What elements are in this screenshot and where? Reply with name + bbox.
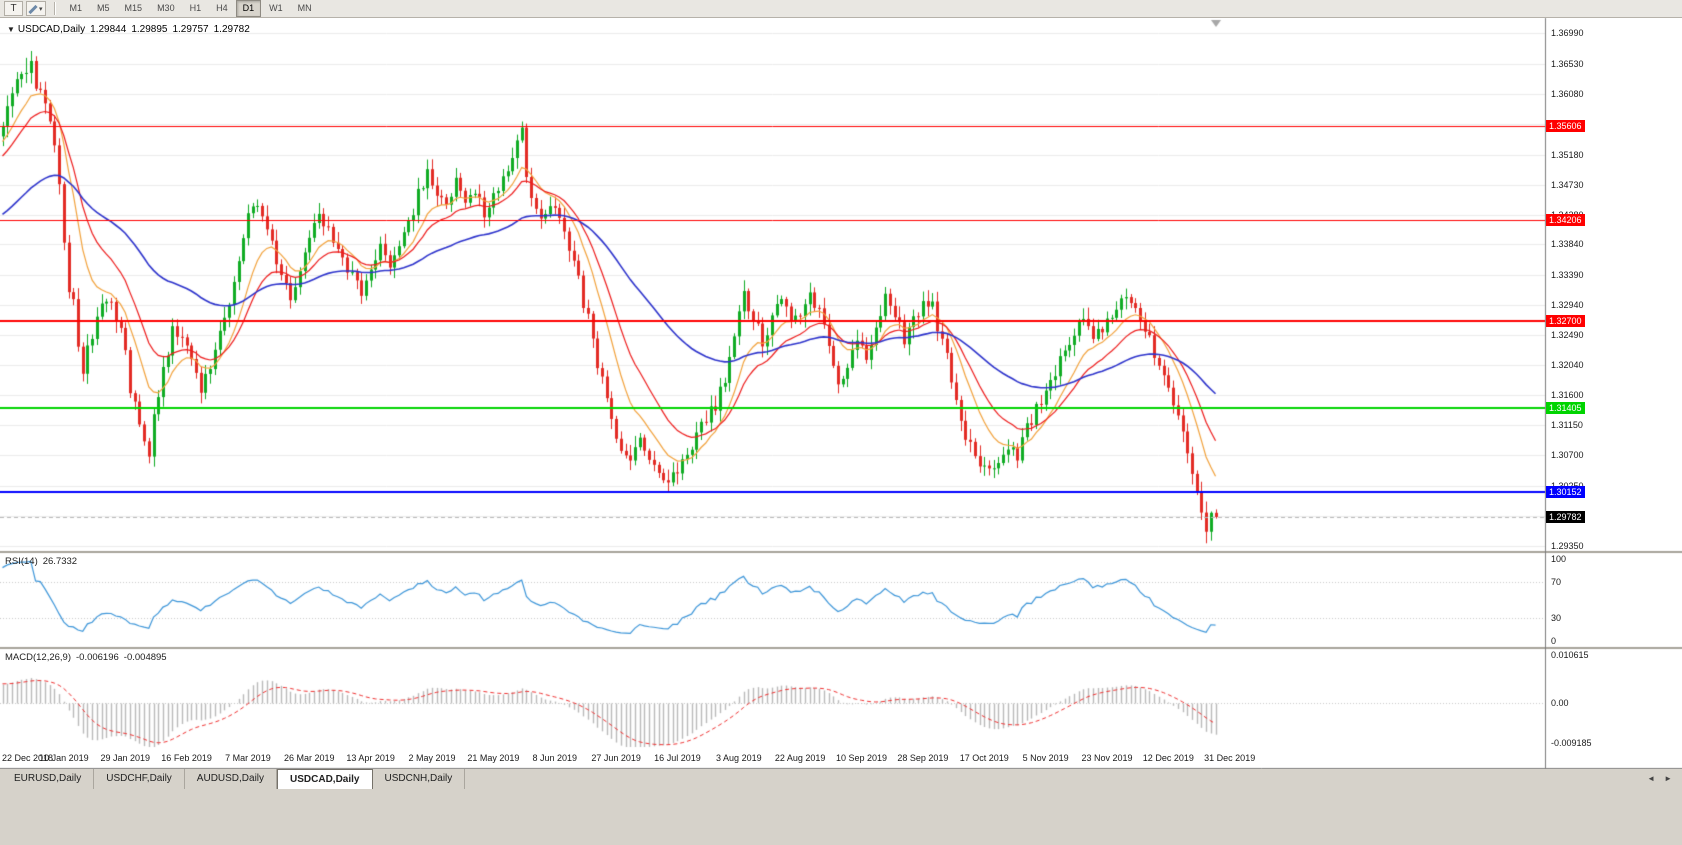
rsi-axis-label: 30	[1551, 613, 1562, 623]
time-axis-label: 16 Jul 2019	[654, 753, 701, 763]
timeframe-button-m5[interactable]: M5	[97, 3, 110, 13]
time-axis-label: 27 Jun 2019	[591, 753, 641, 763]
draw-tools-button[interactable]: ▾	[26, 1, 46, 16]
macd-main-value: -0.006196	[76, 652, 119, 663]
time-axis-label: 17 Oct 2019	[959, 753, 1009, 763]
price-axis-label: 1.32940	[1551, 300, 1584, 310]
close-value: 1.29782	[213, 24, 250, 35]
timeframe-button-w1[interactable]: W1	[269, 3, 283, 13]
tab-scroll-controls: ◄ ►	[1647, 769, 1682, 789]
time-axis-label: 7 Mar 2019	[225, 753, 271, 763]
low-value: 1.29757	[172, 24, 209, 35]
time-axis-label: 13 Apr 2019	[346, 753, 395, 763]
price-axis-label: 1.36530	[1551, 59, 1584, 69]
hline-price-tag: 1.32700	[1546, 315, 1585, 327]
hline-price-tag: 1.35606	[1546, 120, 1585, 132]
time-axis-label: 10 Jan 2019	[39, 753, 89, 763]
macd-axis-label: 0.00	[1551, 698, 1569, 708]
timeframe-button-h4[interactable]: H4	[216, 3, 228, 13]
chart-tab-eurusd-daily[interactable]: EURUSD,Daily	[2, 769, 95, 789]
macd-axis-label: -0.009185	[1551, 738, 1592, 748]
price-axis-label: 1.33840	[1551, 239, 1584, 249]
price-axis-label: 1.31600	[1551, 390, 1584, 400]
time-axis-label: 26 Mar 2019	[284, 753, 335, 763]
price-axis-label: 1.30700	[1551, 450, 1584, 460]
time-axis-label: 22 Aug 2019	[774, 753, 826, 763]
toolbar-separator	[53, 2, 55, 15]
chart-tab-usdchf-daily[interactable]: USDCHF,Daily	[94, 769, 185, 789]
macd-name: MACD(12,26,9)	[5, 652, 71, 663]
price-axis-label: 1.36080	[1551, 89, 1584, 99]
rsi-indicator-label: RSI(14) 26.7332	[5, 556, 82, 567]
chart-tab-usdcad-daily[interactable]: USDCAD,Daily	[277, 769, 373, 789]
time-axis-label: 28 Sep 2019	[897, 753, 949, 763]
rsi-axis-label: 0	[1551, 636, 1557, 646]
tab-scroll-left-icon[interactable]: ◄	[1647, 774, 1656, 783]
timeframe-button-h1[interactable]: H1	[189, 3, 202, 13]
chart-tab-list: EURUSD,Daily USDCHF,Daily AUDUSD,Daily USDC…	[2, 769, 466, 789]
chart-tab-bar: EURUSD,Daily USDCHF,Daily AUDUSD,Daily USDC…	[0, 769, 1682, 789]
price-axis-label: 1.32490	[1551, 330, 1584, 340]
timeframe-button-m30[interactable]: M30	[157, 3, 175, 13]
time-axis-label: 16 Feb 2019	[161, 753, 212, 763]
symbol-label: USDCAD,Daily	[17, 24, 86, 35]
timeframe-group: M1 M5 M15 M30 H1 H4 D1 W1 MN	[63, 0, 319, 17]
high-value: 1.29895	[131, 24, 168, 35]
price-axis-label: 1.29350	[1551, 541, 1584, 551]
pencil-icon	[29, 5, 37, 13]
time-axis-label: 22 Dec 2018	[2, 753, 54, 763]
price-axis-label: 1.32040	[1551, 360, 1584, 370]
price-axis-label: 1.31150	[1551, 420, 1583, 430]
timeframe-button-mn[interactable]: MN	[297, 3, 312, 13]
time-axis-label: 3 Aug 2019	[716, 753, 762, 763]
dropdown-arrow-icon: ▾	[39, 5, 43, 13]
time-axis-label: 23 Nov 2019	[1081, 753, 1133, 763]
time-axis-label: 10 Sep 2019	[836, 753, 888, 763]
tab-scroll-right-icon[interactable]: ►	[1664, 774, 1672, 783]
chart-tab-usdcnh-daily[interactable]: USDCNH,Daily	[373, 769, 466, 789]
template-button-label: T	[10, 3, 17, 14]
chart-tab-audusd-daily[interactable]: AUDUSD,Daily	[185, 769, 278, 789]
toolbar: T ▾ M1 M5 M15 M30 H1 H4 D1 W1 MN	[0, 0, 1682, 18]
rsi-axis-label: 70	[1551, 577, 1562, 587]
time-axis-label: 8 Jun 2019	[532, 753, 578, 763]
time-axis-label: 2 May 2019	[408, 753, 456, 763]
hline-price-tag: 1.34206	[1546, 214, 1585, 226]
time-axis-label: 29 Jan 2019	[100, 753, 150, 763]
macd-signal-value: -0.004895	[123, 652, 167, 663]
oneclick-collapse-icon[interactable]: ▼	[7, 25, 15, 34]
rsi-value: 26.7332	[42, 556, 78, 567]
current-price-tag: 1.29782	[1546, 511, 1585, 523]
hline-price-tag: 1.31405	[1546, 402, 1585, 414]
open-value: 1.29844	[90, 24, 127, 35]
price-axis-label: 1.36990	[1551, 28, 1584, 38]
price-axis-label: 1.33390	[1551, 270, 1584, 280]
timeframe-button-d1[interactable]: D1	[235, 0, 262, 17]
time-axis-label: 21 May 2019	[467, 753, 520, 763]
price-axis-label: 1.35180	[1551, 150, 1584, 160]
time-axis-label: 31 Dec 2019	[1204, 753, 1256, 763]
macd-indicator-label: MACD(12,26,9) -0.006196 -0.004895	[5, 652, 172, 663]
timeframe-button-m1[interactable]: M1	[69, 3, 83, 13]
rsi-axis-label: 100	[1551, 554, 1567, 564]
chart-title: ▼ USDCAD,Daily 1.29844 1.29895 1.29757 1.2978…	[7, 24, 255, 35]
time-axis-label: 5 Nov 2019	[1022, 753, 1069, 763]
time-axis-label: 12 Dec 2019	[1142, 753, 1194, 763]
rsi-name: RSI(14)	[5, 556, 38, 567]
timeframe-button-m15[interactable]: M15	[124, 3, 143, 13]
hline-price-tag: 1.30152	[1546, 486, 1585, 498]
macd-axis-label: 0.010615	[1551, 650, 1589, 660]
price-axis-label: 1.34730	[1551, 180, 1584, 190]
template-button[interactable]: T	[4, 1, 23, 16]
